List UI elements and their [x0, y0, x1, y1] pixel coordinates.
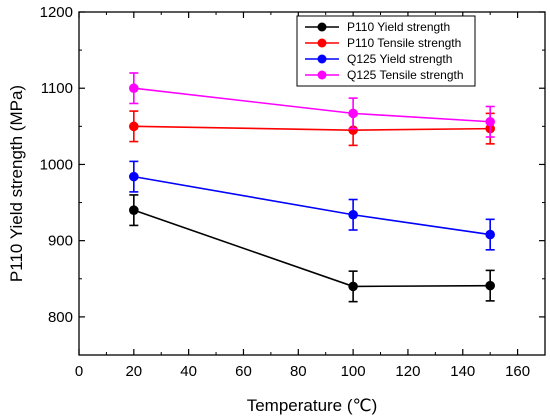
series-3: [129, 72, 495, 138]
legend-item: P110 Yield strength: [305, 20, 450, 34]
data-point: [129, 205, 139, 215]
axes: 0 20 40 60 80 100 120 140 160 800 900 1000 1100 1200: [40, 4, 546, 380]
series-layer: [129, 72, 495, 303]
series-0: [129, 194, 495, 303]
x-tick-label: 40: [180, 363, 197, 380]
legend-label: Q125 Yield strength: [347, 52, 452, 66]
series-line: [133, 175, 491, 236]
plot-frame: [78, 11, 546, 356]
x-tick-label: 140: [450, 363, 475, 380]
series-2: [129, 160, 495, 251]
data-point: [348, 125, 358, 135]
data-point: [129, 83, 139, 94]
x-tick-label: 120: [395, 363, 420, 380]
series-line: [133, 209, 491, 288]
legend: P110 Yield strength P110 Tensile strength…: [296, 15, 476, 87]
x-tick-label: 160: [505, 363, 530, 380]
data-point: [348, 209, 358, 220]
data-point: [129, 121, 139, 132]
legend-item: Q125 Yield strength: [305, 52, 452, 66]
legend-item: P110 Tensile strength: [305, 36, 461, 50]
data-point: [129, 171, 139, 182]
y-axis-title: P110 Yield strength (MPa): [7, 85, 26, 282]
legend-label: P110 Tensile strength: [347, 36, 461, 50]
y-tick-label: 1100: [41, 80, 73, 97]
legend-marker: [317, 54, 327, 64]
legend-marker: [317, 70, 327, 80]
data-point: [348, 108, 358, 119]
legend-marker: [317, 38, 327, 48]
series-line: [133, 125, 491, 131]
data-point: [485, 116, 495, 127]
x-tick-label: 20: [125, 363, 142, 380]
x-tick-label: 0: [75, 363, 83, 380]
series-line: [133, 87, 491, 123]
x-tick-label: 60: [235, 363, 252, 380]
series-1: [129, 110, 495, 147]
data-point: [348, 281, 358, 292]
legend-item: Q125 Tensile strength: [305, 68, 464, 82]
x-tick-label: 80: [290, 363, 307, 380]
y-tick-label: 1000: [40, 156, 73, 173]
legend-label: Q125 Tensile strength: [347, 68, 464, 82]
x-axis-title: Temperature (℃): [247, 396, 378, 415]
legend-marker: [317, 22, 327, 32]
data-point: [485, 280, 495, 291]
legend-label: P110 Yield strength: [347, 20, 450, 34]
y-tick-label: 900: [48, 233, 73, 250]
data-point: [485, 229, 495, 240]
y-tick-label: 1200: [40, 4, 73, 21]
x-tick-label: 100: [341, 363, 366, 380]
y-tick-label: 800: [48, 309, 73, 326]
